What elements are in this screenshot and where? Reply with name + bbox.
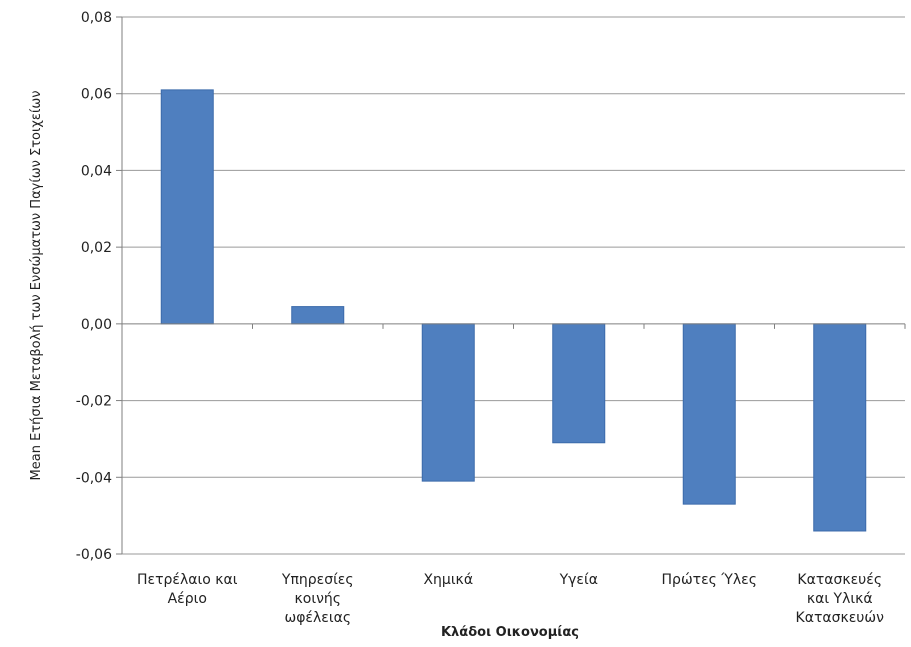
x-tick-label: Κατασκευών <box>796 610 885 626</box>
y-tick-label: 0,06 <box>81 87 112 103</box>
y-axis-title: Mean Ετήσια Μεταβολή των Ενσώματων Παγίω… <box>29 91 44 481</box>
gridlines <box>122 16 905 555</box>
x-tick-label: Υπηρεσίες <box>281 572 354 588</box>
x-tick-label: Πετρέλαιο και <box>137 572 238 588</box>
bar <box>813 323 867 532</box>
x-tick-label: Αέριο <box>168 591 207 607</box>
y-tick-labels: -0,06 -0,04 -0,02 0,00 0,02 0,04 0,06 0,08 <box>76 10 112 563</box>
bars <box>160 89 867 532</box>
x-tick-label: Χημικά <box>423 572 473 588</box>
y-tick-label: -0,06 <box>76 547 112 563</box>
x-tick-label: Υγεία <box>559 572 598 588</box>
bar <box>421 323 475 482</box>
y-tick-label: -0,04 <box>76 470 112 486</box>
x-tick-label: και Υλικά <box>807 591 873 607</box>
bar <box>552 323 606 444</box>
y-tick-label: 0,04 <box>81 163 112 179</box>
x-tick-label: κοινής <box>295 591 341 607</box>
x-tick-label: ωφέλειας <box>284 610 351 626</box>
bar <box>682 323 736 505</box>
x-axis-title: Κλάδοι Οικονομίας <box>441 625 579 640</box>
y-tick-label: 0,08 <box>81 10 112 26</box>
x-tick-label: Κατασκευές <box>797 572 882 588</box>
x-tick-labels: Πετρέλαιο και Αέριο Υπηρεσίες κοινής ωφέλεια… <box>137 572 884 626</box>
y-tick-label: -0,02 <box>76 394 112 410</box>
x-tick-label: Πρώτες Ύλες <box>662 572 757 588</box>
y-tick-label: 0,02 <box>81 240 112 256</box>
axes <box>116 16 906 555</box>
bar <box>291 306 345 325</box>
bar <box>160 89 214 325</box>
y-tick-label: 0,00 <box>81 317 112 333</box>
